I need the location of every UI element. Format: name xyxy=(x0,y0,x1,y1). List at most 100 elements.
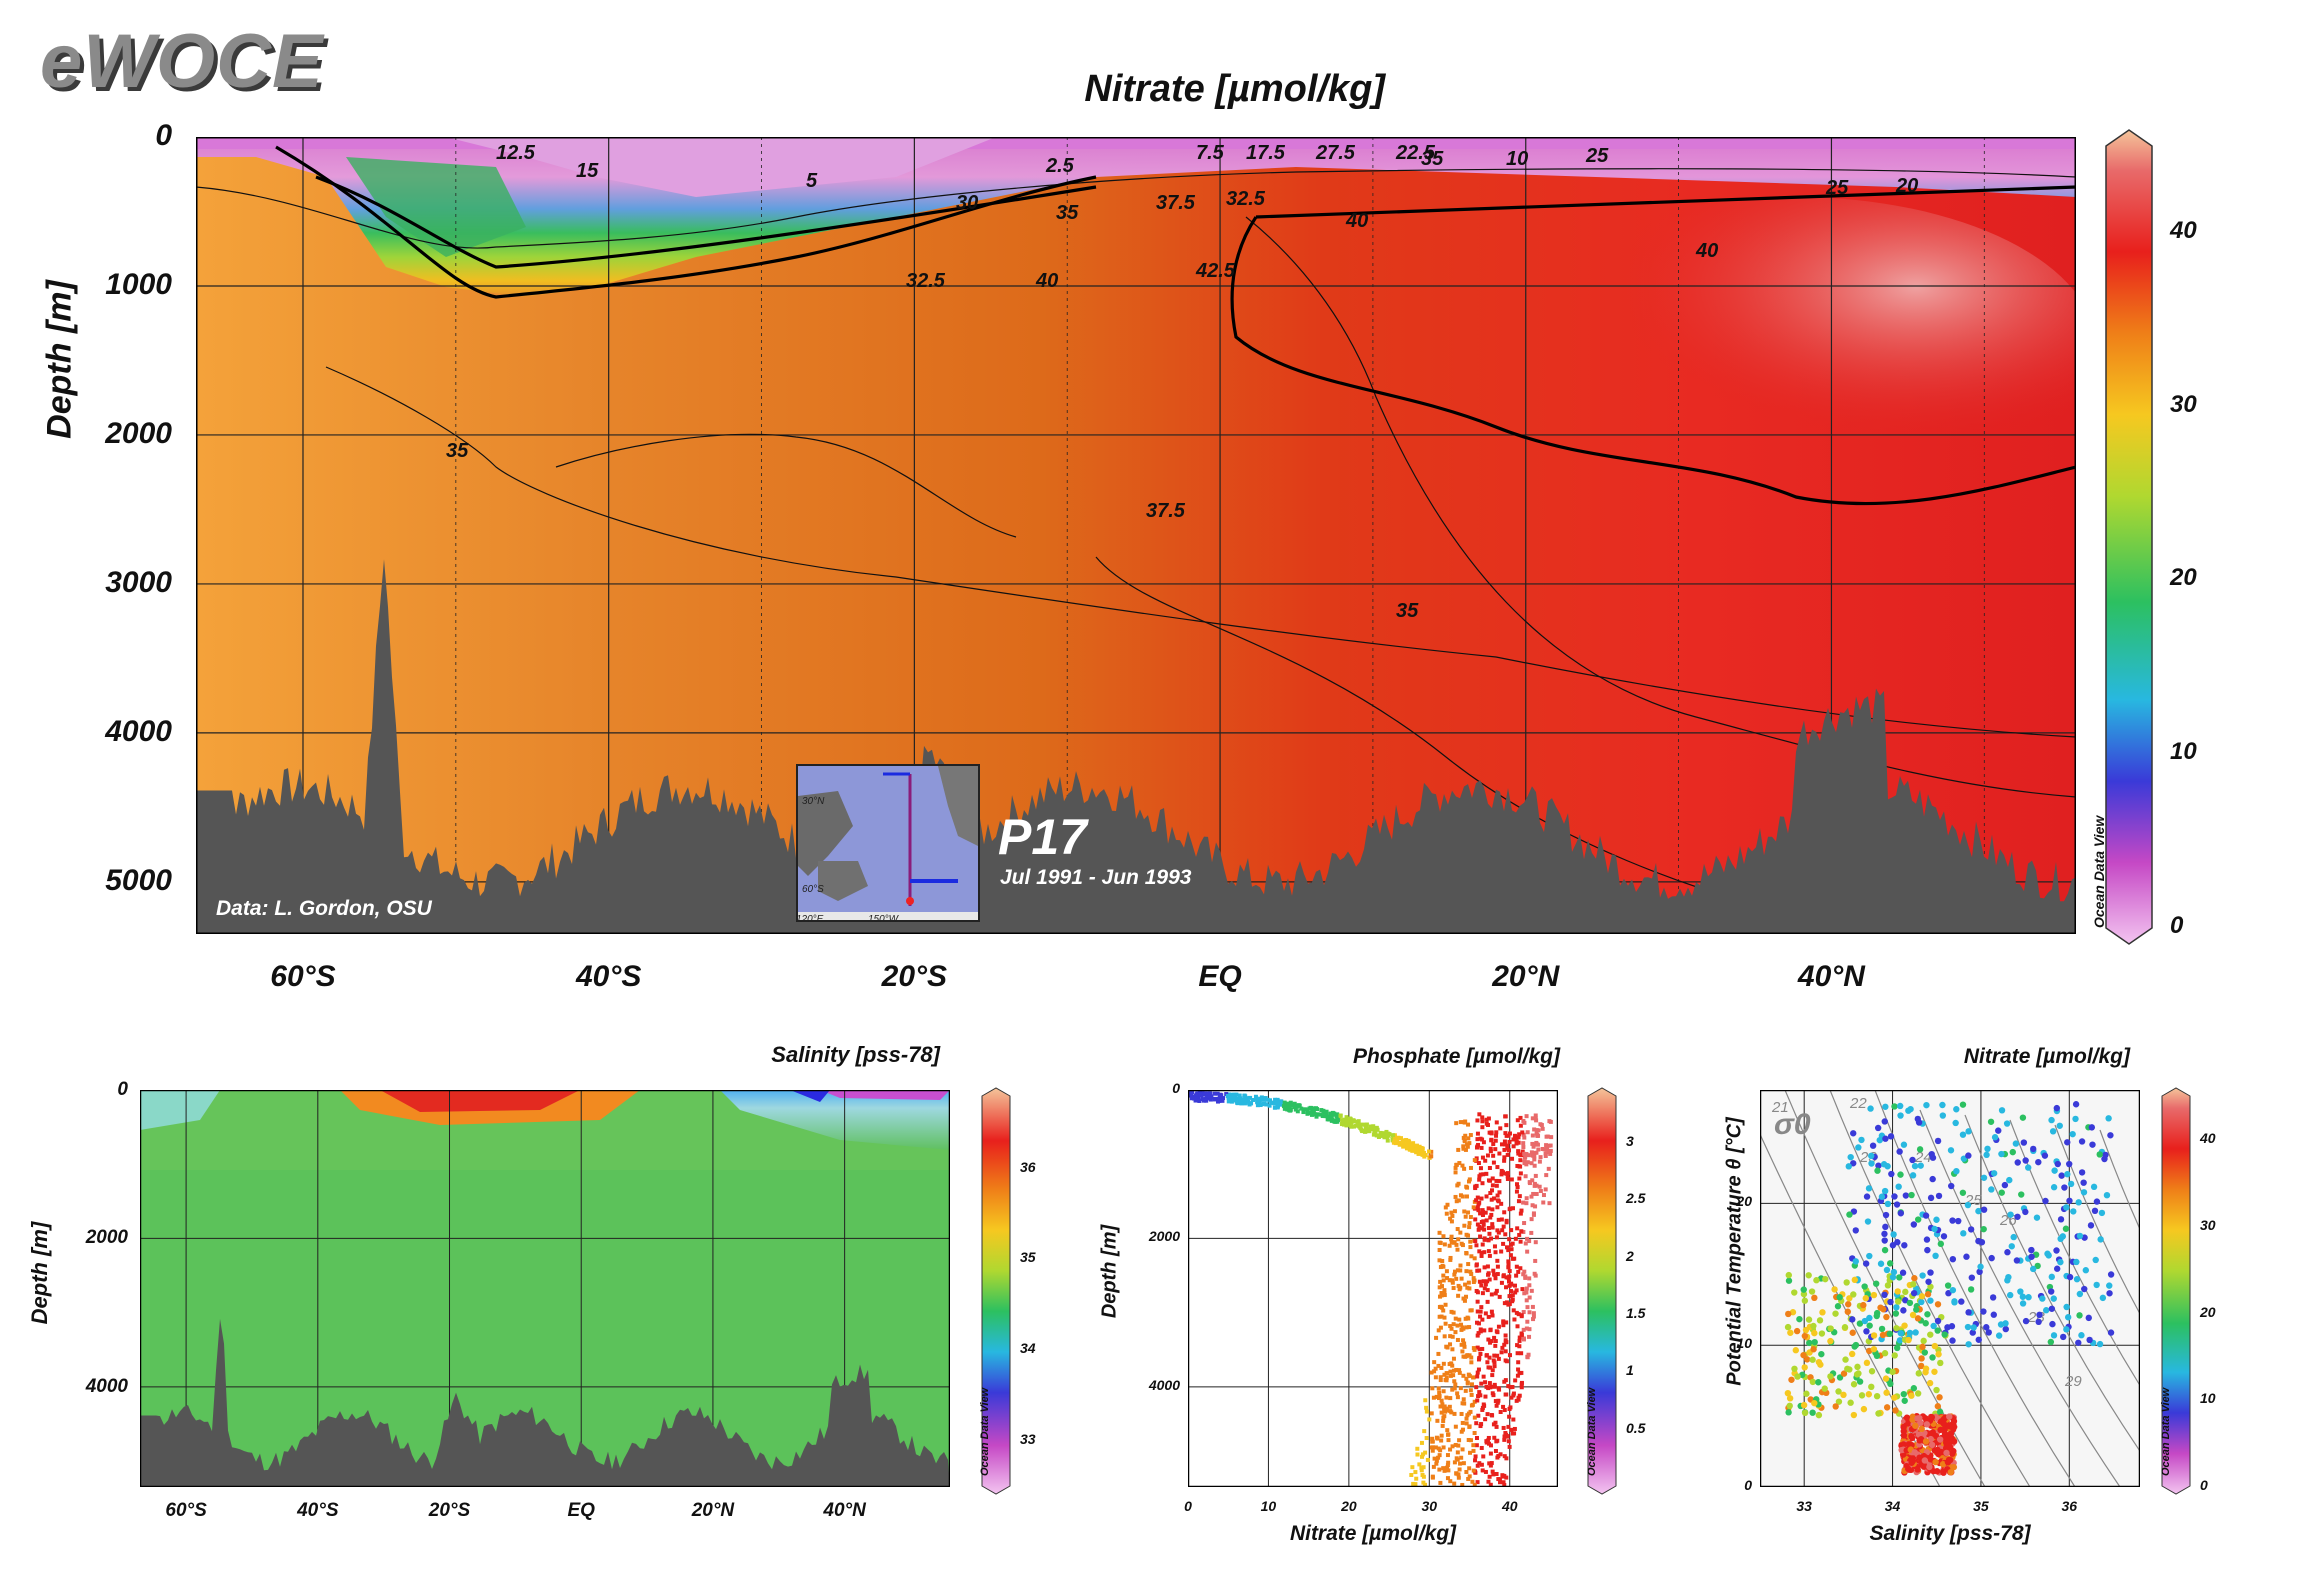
ts-point xyxy=(1914,1466,1921,1473)
ts-point xyxy=(1877,1260,1885,1267)
phosphate-point xyxy=(1450,1444,1455,1449)
phosphate-point xyxy=(1221,1096,1226,1101)
phosphate-point xyxy=(1458,1230,1463,1235)
ts-point xyxy=(1800,1290,1808,1298)
phosphate-point xyxy=(1489,1188,1494,1193)
ts-point xyxy=(1827,1373,1834,1380)
phosphate-point xyxy=(1486,1249,1491,1254)
phosphate-point xyxy=(1497,1151,1502,1156)
ts-point xyxy=(2025,1294,2032,1301)
phosphate-point xyxy=(1235,1100,1240,1105)
salinity-colorbar-tick: 35 xyxy=(1020,1249,1036,1266)
phosphate-point xyxy=(1318,1112,1323,1117)
phosphate-point xyxy=(1459,1276,1464,1281)
phosphate-point xyxy=(1493,1343,1498,1348)
phosphate-point xyxy=(1530,1178,1535,1183)
phosphate-point xyxy=(1548,1143,1553,1148)
phosphate-point xyxy=(1209,1095,1214,1100)
phosphate-point xyxy=(1487,1231,1492,1236)
phosphate-point xyxy=(1434,1458,1439,1463)
ts-point xyxy=(1910,1281,1917,1288)
phosphate-point xyxy=(1517,1335,1522,1340)
phosphate-point xyxy=(1438,1375,1443,1380)
phosphate-point xyxy=(1199,1093,1204,1098)
phosphate-point xyxy=(1463,1214,1468,1219)
phosphate-point xyxy=(1478,1393,1483,1398)
ts-point xyxy=(2048,1116,2055,1124)
ts-point xyxy=(1967,1226,1975,1233)
ts-point xyxy=(1881,1118,1888,1125)
phosphate-point xyxy=(1525,1130,1530,1135)
phosphate-point xyxy=(1441,1419,1446,1424)
phosphate-point xyxy=(1212,1097,1217,1102)
phosphate-point xyxy=(1243,1098,1248,1103)
phosphate-point xyxy=(1496,1230,1501,1235)
phosphate-point xyxy=(1499,1201,1504,1206)
ts-point xyxy=(1881,1350,1889,1357)
phosphate-point xyxy=(1527,1334,1532,1339)
phosphate-point xyxy=(1461,1373,1466,1378)
phosphate-point xyxy=(1439,1291,1444,1296)
phosphate-point xyxy=(1391,1140,1396,1145)
phosphate-point xyxy=(1410,1146,1415,1151)
ts-point xyxy=(1947,1147,1955,1154)
phosphate-point xyxy=(1490,1368,1495,1373)
salinity-x-tick: 40°S xyxy=(297,1500,339,1521)
phosphate-point xyxy=(1495,1400,1500,1405)
phosphate-point xyxy=(1474,1198,1479,1203)
phosphate-point xyxy=(1479,1283,1484,1288)
isopycnal-line xyxy=(2009,1119,2140,1387)
phosphate-point xyxy=(1427,1417,1432,1422)
phosphate-point xyxy=(1514,1264,1519,1269)
phosphate-point xyxy=(1445,1476,1450,1481)
ts-point xyxy=(1929,1175,1936,1183)
ts-point xyxy=(1923,1421,1931,1428)
phosphate-point xyxy=(1518,1211,1523,1216)
phosphate-point xyxy=(1281,1104,1286,1109)
contour-label: 20 xyxy=(1895,175,1918,197)
ts-point xyxy=(1873,1352,1881,1360)
ts-point xyxy=(2019,1293,2027,1300)
phosphate-point xyxy=(1466,1179,1471,1184)
ts-point xyxy=(2102,1151,2109,1159)
ts-point xyxy=(1845,1163,1852,1170)
phosphate-point xyxy=(1476,1367,1481,1372)
ts-point xyxy=(1980,1206,1988,1213)
phosphate-point xyxy=(1439,1365,1444,1370)
phosphate-point xyxy=(1518,1115,1523,1120)
phosphate-point xyxy=(1442,1334,1447,1339)
phosphate-point xyxy=(1288,1108,1293,1113)
phosphate-x-tick: 0 xyxy=(1184,1498,1192,1514)
ts-point xyxy=(1927,1331,1934,1338)
ts-point xyxy=(1793,1327,1801,1335)
phosphate-point xyxy=(1464,1184,1469,1189)
phosphate-point xyxy=(1459,1429,1464,1434)
ts-point xyxy=(1905,1107,1912,1114)
phosphate-point xyxy=(1278,1099,1283,1104)
ts-point xyxy=(1844,1301,1852,1308)
phosphate-point xyxy=(1462,1298,1467,1303)
phosphate-point xyxy=(1414,1143,1419,1148)
phosphate-point xyxy=(1454,1367,1459,1372)
ts-point xyxy=(2001,1181,2009,1189)
ts-point xyxy=(1861,1317,1869,1325)
phosphate-point xyxy=(1473,1217,1478,1222)
isopycnal-line xyxy=(1919,1109,2121,1487)
ts-point xyxy=(1906,1329,1914,1337)
phosphate-point xyxy=(1284,1105,1289,1110)
ts-point xyxy=(1889,1273,1897,1281)
phosphate-point xyxy=(1462,1138,1467,1143)
phosphate-point xyxy=(1482,1250,1487,1255)
phosphate-point xyxy=(1386,1131,1391,1136)
phosphate-point xyxy=(1445,1202,1450,1207)
ts-x-tick: 35 xyxy=(1973,1498,1989,1514)
phosphate-point xyxy=(1530,1304,1535,1309)
phosphate-point xyxy=(1478,1166,1483,1171)
phosphate-point xyxy=(1423,1482,1428,1487)
ts-point xyxy=(1934,1403,1942,1410)
phosphate-point xyxy=(1460,1427,1465,1432)
phosphate-point xyxy=(1506,1148,1511,1153)
ts-point xyxy=(1914,1115,1922,1123)
ts-point xyxy=(1952,1119,1959,1127)
ts-point xyxy=(2080,1179,2087,1186)
